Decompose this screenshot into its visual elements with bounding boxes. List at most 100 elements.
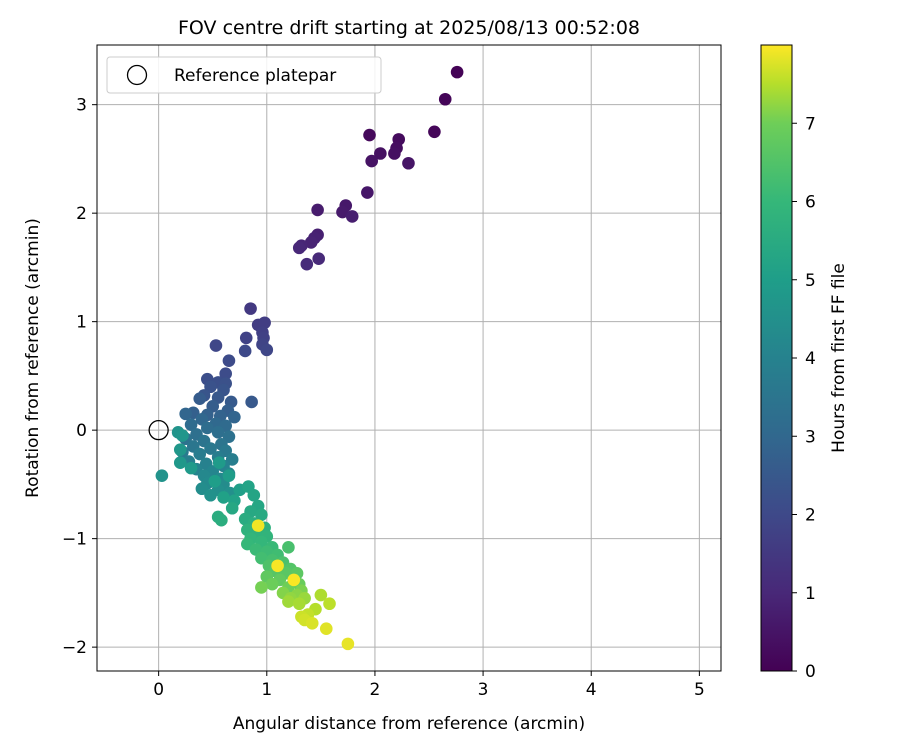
data-point (258, 316, 271, 330)
colorbar-tick-label: 7 (805, 114, 816, 134)
y-tick-label: −2 (62, 638, 87, 658)
x-tick-label: 1 (261, 680, 272, 700)
data-point (201, 421, 214, 435)
data-point (176, 429, 189, 442)
data-point (217, 491, 230, 504)
legend-marker-icon (126, 64, 148, 86)
data-point (314, 588, 328, 602)
data-point (292, 241, 306, 255)
x-axis-label: Angular distance from reference (arcmin) (233, 714, 585, 734)
data-point (173, 443, 187, 456)
data-point (222, 354, 236, 368)
data-point (251, 519, 265, 532)
y-tick-label: 0 (76, 421, 87, 441)
data-point (438, 92, 452, 106)
data-point (238, 344, 252, 358)
data-point (282, 541, 295, 554)
data-point (239, 331, 253, 345)
data-point (193, 392, 207, 405)
colorbar-tick-label: 5 (805, 271, 816, 291)
y-axis-label: Rotation from reference (arcmin) (23, 218, 43, 498)
data-point (260, 343, 274, 357)
data-point (255, 581, 268, 594)
y-tick-label: 1 (76, 313, 87, 333)
data-point (193, 447, 207, 461)
data-point (225, 453, 239, 466)
data-point (265, 577, 279, 591)
x-axis-ticks: 0 1 2 3 4 5 (153, 671, 705, 700)
legend: Reference platepar (106, 56, 382, 94)
data-point (222, 469, 236, 483)
data-point (311, 203, 324, 217)
data-point (245, 395, 258, 409)
data-point (209, 339, 223, 352)
y-tick-label: −1 (62, 530, 87, 550)
data-point (215, 513, 228, 527)
data-point (345, 210, 359, 223)
data-point (211, 426, 225, 439)
data-point (255, 508, 268, 522)
data-point (363, 128, 376, 142)
data-point (282, 595, 295, 608)
legend-label: Reference platepar (174, 66, 336, 86)
reference-point-marker (148, 419, 169, 441)
data-point (361, 186, 374, 199)
chart-title: FOV centre drift starting at 2025/08/13 … (178, 17, 640, 39)
colorbar-tick-label: 3 (805, 427, 816, 447)
grid-lines (97, 45, 721, 671)
data-point (244, 302, 257, 315)
colorbar: 0 1 2 3 4 5 6 7 Hours from first FF file (760, 44, 849, 682)
plot-frame (96, 44, 722, 672)
data-point (219, 367, 232, 381)
data-point (305, 616, 319, 630)
data-point (374, 147, 387, 160)
x-tick-label: 2 (370, 680, 381, 700)
colorbar-tick-label: 4 (805, 349, 816, 369)
data-point (208, 474, 222, 488)
data-point (450, 65, 464, 79)
data-point (428, 125, 441, 139)
y-axis-ticks: −2 −1 0 1 2 3 (62, 96, 97, 658)
colorbar-label: Hours from first FF file (829, 263, 849, 453)
data-point (271, 559, 284, 573)
data-point (184, 418, 198, 432)
data-point (228, 410, 241, 424)
data-point (323, 597, 336, 611)
data-point (300, 257, 314, 271)
data-point (388, 147, 401, 160)
colorbar-tick-label: 2 (805, 506, 816, 526)
data-point (336, 205, 349, 219)
data-point (287, 573, 301, 587)
legend-box (106, 56, 382, 94)
data-point (204, 380, 217, 394)
data-point (225, 501, 239, 515)
x-tick-label: 3 (478, 680, 489, 700)
data-point (173, 456, 187, 469)
data-point (155, 469, 169, 483)
data-point (247, 488, 261, 502)
y-tick-label: 2 (76, 204, 87, 224)
data-point (184, 461, 198, 475)
data-point (212, 456, 226, 469)
colorbar-tick-label: 6 (805, 193, 816, 213)
data-point (204, 488, 217, 502)
colorbar-gradient (760, 44, 793, 672)
data-point (179, 407, 192, 421)
x-tick-label: 0 (153, 680, 164, 700)
data-point (402, 156, 415, 170)
x-tick-label: 4 (586, 680, 597, 700)
data-points (155, 65, 464, 651)
data-point (312, 252, 325, 266)
data-point (304, 236, 318, 249)
x-tick-label: 5 (694, 680, 705, 700)
data-point (204, 442, 217, 455)
data-point (365, 154, 378, 168)
y-tick-label: 3 (76, 96, 87, 116)
data-point (319, 622, 333, 635)
colorbar-tick-label: 1 (805, 584, 816, 604)
data-point (292, 597, 306, 611)
data-point (195, 482, 209, 496)
colorbar-ticks: 0 1 2 3 4 5 6 7 (792, 114, 816, 682)
data-point (341, 637, 355, 651)
